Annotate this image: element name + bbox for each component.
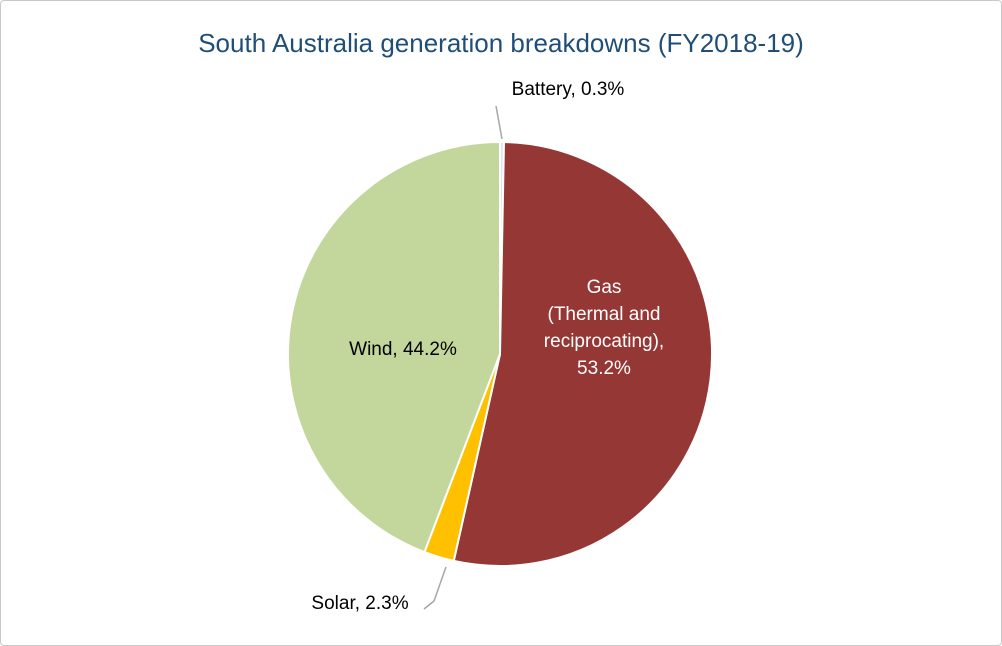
label-gas-line-1: Gas (586, 277, 622, 298)
label-battery: Battery, 0.3% (511, 79, 625, 100)
label-gas-line-4: 53.2% (577, 358, 631, 379)
pie-slice-wind[interactable] (287, 141, 501, 554)
label-gas: Gas (Thermal and reciprocating), 53.2% (544, 274, 664, 382)
label-wind: Wind, 44.2% (349, 339, 457, 360)
solar-leader-line (423, 566, 447, 610)
label-solar: Solar, 2.3% (311, 593, 409, 614)
pie-chart (287, 141, 713, 567)
battery-leader-line (495, 105, 503, 140)
label-gas-line-2: (Thermal and (547, 304, 661, 325)
chart-title: South Australia generation breakdowns (F… (198, 28, 804, 58)
label-gas-line-3: reciprocating), (543, 331, 665, 352)
pie-slice-gas[interactable] (452, 141, 713, 567)
